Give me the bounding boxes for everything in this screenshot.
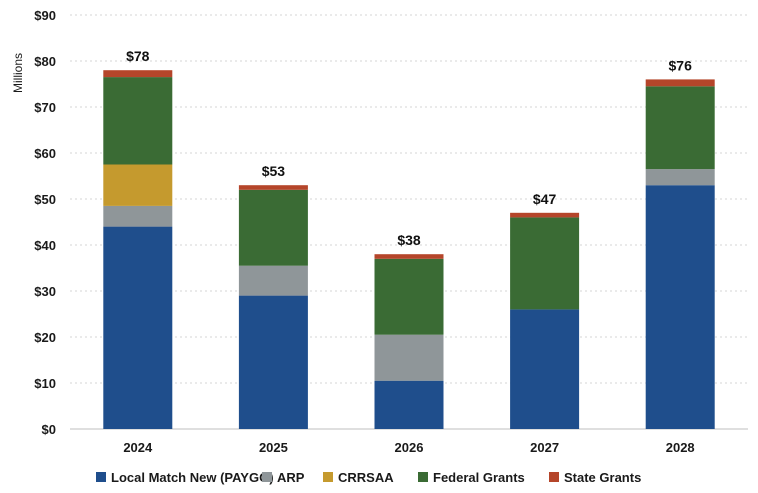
bar-segment xyxy=(645,79,715,87)
x-tick-label: 2026 xyxy=(395,440,424,455)
y-tick-label: $90 xyxy=(34,8,56,23)
bar-total-label: $47 xyxy=(533,191,557,207)
labels: $78 2024 $53 2025 $38 2026 $47 2027 $76 2028 xyxy=(123,48,694,455)
legend-item: Local Match New (PAYGO) xyxy=(96,470,274,485)
gridlines xyxy=(70,14,748,384)
legend-item: Federal Grants xyxy=(418,470,525,485)
bar-segment xyxy=(374,254,444,259)
bar-segment xyxy=(103,77,173,165)
legend-item: CRRSAA xyxy=(323,470,394,485)
y-axis-label: Millions xyxy=(11,53,25,93)
bar-total-label: $76 xyxy=(669,57,693,73)
legend-swatch xyxy=(418,472,428,482)
y-tick-label: $40 xyxy=(34,238,56,253)
bar-segment xyxy=(510,309,580,429)
bar-segment xyxy=(645,169,715,186)
bar-total-label: $53 xyxy=(262,163,286,179)
y-tick-label: $50 xyxy=(34,192,56,207)
bar-stack-2028 xyxy=(645,79,715,429)
legend-item: State Grants xyxy=(549,470,641,485)
legend-label: State Grants xyxy=(564,470,641,485)
bar-segment xyxy=(103,226,173,429)
legend-label: CRRSAA xyxy=(338,470,394,485)
x-tick-label: 2027 xyxy=(530,440,559,455)
legend-label: Federal Grants xyxy=(433,470,525,485)
bar-segment xyxy=(103,205,173,227)
bar-segment xyxy=(510,217,580,310)
bar-segment xyxy=(103,70,173,78)
y-tick-label: $20 xyxy=(34,330,56,345)
legend-label: Local Match New (PAYGO) xyxy=(111,470,274,485)
y-tick-label: $70 xyxy=(34,100,56,115)
bar-stack-2026 xyxy=(374,254,444,429)
y-tick-label: $60 xyxy=(34,146,56,161)
bar-segment xyxy=(238,265,308,296)
legend-swatch xyxy=(262,472,272,482)
x-tick-label: 2028 xyxy=(666,440,695,455)
bar-stack-2027 xyxy=(510,212,580,429)
bars xyxy=(103,70,715,429)
bar-segment xyxy=(645,86,715,170)
y-tick-label: $80 xyxy=(34,54,56,69)
x-tick-label: 2025 xyxy=(259,440,288,455)
bar-segment xyxy=(238,189,308,266)
bar-total-label: $38 xyxy=(397,232,421,248)
y-tick-label: $10 xyxy=(34,376,56,391)
bar-segment xyxy=(103,164,173,206)
bar-segment xyxy=(510,212,580,218)
y-tick-label: $0 xyxy=(42,422,56,437)
bar-segment xyxy=(645,185,715,429)
x-tick-label: 2024 xyxy=(123,440,153,455)
bar-stack-2024 xyxy=(103,70,173,429)
legend: Local Match New (PAYGO) ARP CRRSAA Federal … xyxy=(96,470,641,485)
legend-item: ARP xyxy=(262,470,305,485)
bar-stack-2025 xyxy=(238,185,308,429)
legend-label: ARP xyxy=(277,470,305,485)
legend-swatch xyxy=(549,472,559,482)
y-tick-label: $30 xyxy=(34,284,56,299)
bar-segment xyxy=(374,334,444,381)
legend-swatch xyxy=(96,472,106,482)
bar-segment xyxy=(374,258,444,335)
bar-segment xyxy=(238,295,308,429)
legend-swatch xyxy=(323,472,333,482)
bar-total-label: $78 xyxy=(126,48,150,64)
bar-segment xyxy=(238,185,308,190)
bar-segment xyxy=(374,380,444,429)
